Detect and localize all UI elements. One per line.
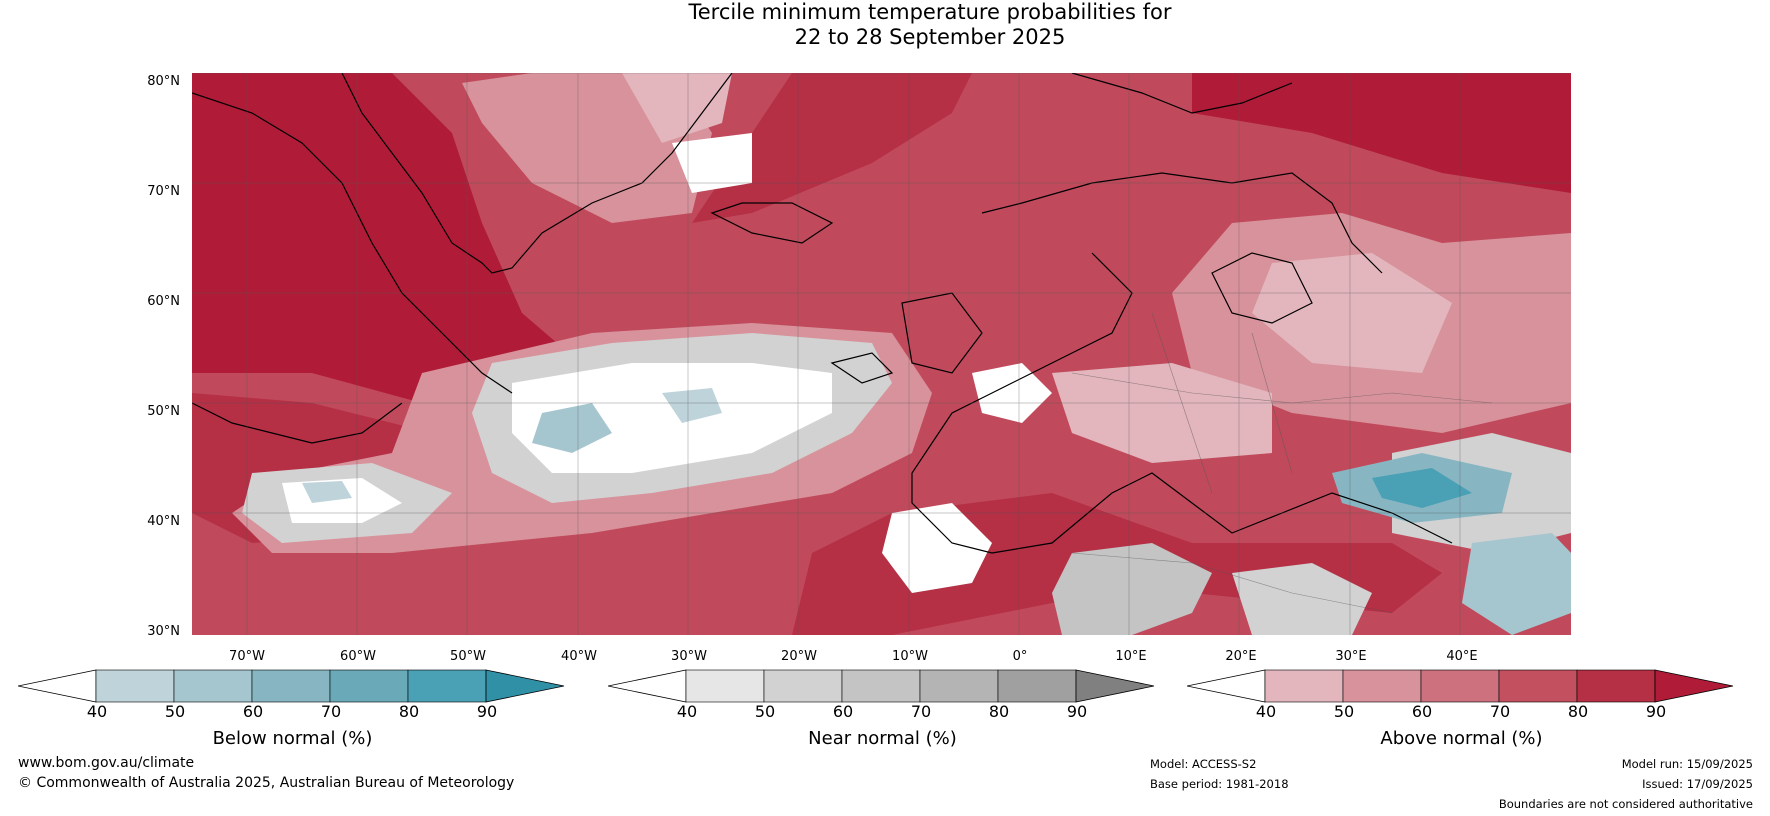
- colorbar-segment: [1420, 669, 1500, 703]
- lon-label: 40°E: [1446, 649, 1478, 664]
- lat-label: 50°N: [147, 404, 180, 419]
- lat-label: 70°N: [147, 184, 180, 199]
- model-text: Model: ACCESS-S2: [1150, 757, 1257, 771]
- colorbar-tick: 70: [320, 702, 342, 721]
- colorbar-extension-low: [1187, 669, 1266, 703]
- disclaimer-text: Boundaries are not considered authoritat…: [1498, 797, 1753, 811]
- lon-label: 50°W: [450, 649, 486, 664]
- colorbar-tick: 60: [832, 702, 854, 721]
- lon-label: 20°E: [1225, 649, 1257, 664]
- colorbar-segment: [997, 669, 1077, 703]
- colorbar-tick: 90: [1645, 702, 1667, 721]
- colorbar-tick: 90: [1066, 702, 1088, 721]
- model-run-text: Model run: 15/09/2025: [1621, 757, 1753, 771]
- lon-label: 10°W: [892, 649, 928, 664]
- above-normal-colorbar: [1187, 669, 1734, 703]
- colorbar-tick: 40: [1255, 702, 1277, 721]
- title-line-1: Tercile minimum temperature probabilitie…: [688, 0, 1172, 24]
- colorbar-tick: 50: [164, 702, 186, 721]
- colorbar-segment: [1498, 669, 1578, 703]
- lon-label: 30°W: [671, 649, 707, 664]
- near-normal-label: Near normal (%): [808, 728, 957, 749]
- lon-label: 10°E: [1115, 649, 1147, 664]
- colorbar-segment: [329, 669, 409, 703]
- chart-title: Tercile minimum temperature probabilitie…: [0, 0, 1770, 50]
- colorbar-segment: [95, 669, 175, 703]
- lon-label: 30°E: [1335, 649, 1367, 664]
- colorbar-tick: 60: [1411, 702, 1433, 721]
- lon-label: 60°W: [340, 649, 376, 664]
- copyright-text: © Commonwealth of Australia 2025, Austra…: [18, 775, 515, 791]
- lat-label: 60°N: [147, 294, 180, 309]
- colorbar-extension-high: [1654, 669, 1734, 703]
- colorbar-tick: 50: [754, 702, 776, 721]
- near-normal-colorbar: [608, 669, 1155, 703]
- colorbar-segment: [841, 669, 921, 703]
- colorbar-tick: 80: [398, 702, 420, 721]
- colorbar-extension-low: [608, 669, 687, 703]
- colorbar-tick: 80: [988, 702, 1010, 721]
- colorbar-segment: [763, 669, 843, 703]
- probability-map: [192, 73, 1571, 635]
- colorbar-tick: 80: [1567, 702, 1589, 721]
- title-line-2: 22 to 28 September 2025: [794, 25, 1066, 49]
- colorbar-tick: 40: [676, 702, 698, 721]
- below-normal-label: Below normal (%): [212, 728, 373, 749]
- lon-label: 0°: [1012, 649, 1028, 664]
- colorbar-segment: [407, 669, 487, 703]
- colorbar-tick: 70: [1489, 702, 1511, 721]
- colorbar-segment: [1576, 669, 1656, 703]
- map-canvas: [192, 73, 1571, 635]
- colorbar-segment: [685, 669, 765, 703]
- colorbar-tick: 90: [476, 702, 498, 721]
- colorbar-segment: [251, 669, 331, 703]
- lat-label: 30°N: [147, 624, 180, 639]
- colorbar-tick: 60: [242, 702, 264, 721]
- issued-text: Issued: 17/09/2025: [1642, 777, 1753, 791]
- lon-label: 40°W: [561, 649, 597, 664]
- colorbar-tick: 70: [910, 702, 932, 721]
- colorbar-extension-high: [485, 669, 565, 703]
- colorbar-segment: [1342, 669, 1422, 703]
- colorbar-extension-low: [18, 669, 97, 703]
- colorbar-tick: 50: [1333, 702, 1355, 721]
- colorbar-segment: [919, 669, 999, 703]
- colorbar-tick: 40: [86, 702, 108, 721]
- colorbar-segment: [1264, 669, 1344, 703]
- colorbar-extension-high: [1075, 669, 1155, 703]
- lat-label: 80°N: [147, 74, 180, 89]
- colorbar-segment: [173, 669, 253, 703]
- lat-label: 40°N: [147, 514, 180, 529]
- above-normal-label: Above normal (%): [1380, 728, 1543, 749]
- lon-label: 20°W: [781, 649, 817, 664]
- base-period-text: Base period: 1981-2018: [1150, 777, 1289, 791]
- lon-label: 70°W: [229, 649, 265, 664]
- website-text: www.bom.gov.au/climate: [18, 755, 195, 771]
- below-normal-colorbar: [18, 669, 565, 703]
